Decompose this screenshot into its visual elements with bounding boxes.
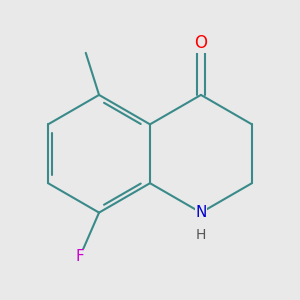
Text: N: N [195,205,207,220]
Text: O: O [194,34,208,52]
Text: F: F [75,249,84,264]
Text: H: H [196,228,206,242]
